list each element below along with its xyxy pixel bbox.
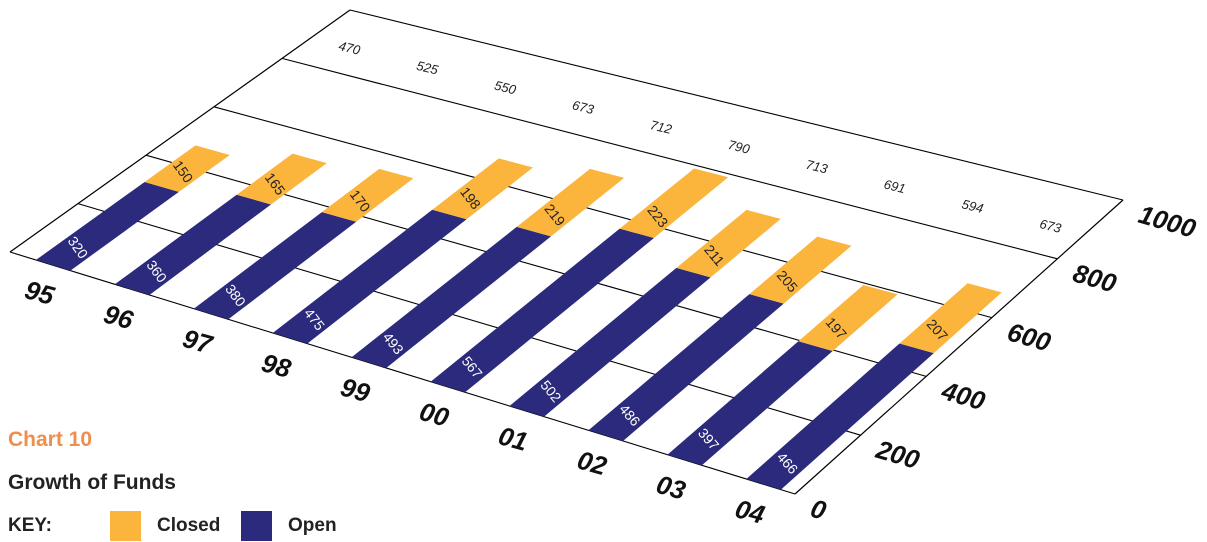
x-tick-label: 00 bbox=[416, 396, 452, 433]
x-tick-label: 96 bbox=[101, 299, 137, 336]
bar-closed bbox=[899, 283, 1002, 354]
left-edge-line bbox=[9, 9, 351, 253]
bar-closed bbox=[619, 168, 729, 238]
bar-closed bbox=[144, 145, 230, 192]
chart-bars: 3201503601653801704751984932195672235022… bbox=[35, 145, 1002, 490]
bar-open bbox=[351, 226, 551, 368]
total-labels: 470 525 550 673 712 790 713 691 594 673 bbox=[337, 38, 1063, 236]
bar-closed bbox=[749, 236, 852, 304]
bar-closed bbox=[432, 158, 533, 220]
legend-key-label: KEY: bbox=[8, 515, 52, 536]
bar-open bbox=[114, 194, 271, 295]
bar-closed bbox=[798, 285, 898, 351]
y-tick-label: 600 bbox=[1004, 317, 1054, 358]
y-tick-label: 1000 bbox=[1135, 199, 1199, 244]
legend-label-open: Open bbox=[288, 515, 337, 536]
x-tick-label: 03 bbox=[653, 469, 689, 506]
y-tick-label: 400 bbox=[938, 375, 989, 416]
gridline bbox=[349, 9, 1124, 201]
chart-title: Growth of Funds bbox=[8, 471, 176, 494]
x-tick-label: 95 bbox=[22, 274, 58, 311]
legend-swatch-closed bbox=[110, 511, 141, 541]
legend-swatch-open bbox=[241, 511, 272, 541]
x-tick-label: 04 bbox=[732, 493, 768, 530]
total-label: 594 bbox=[960, 196, 985, 216]
y-tick-label: 0 bbox=[807, 493, 830, 526]
y-axis-ticks: 0 200 400 600 800 1000 bbox=[807, 199, 1199, 526]
gridline bbox=[213, 106, 992, 319]
total-label: 525 bbox=[415, 58, 440, 78]
bar-closed bbox=[321, 168, 414, 222]
bar-closed bbox=[676, 209, 781, 278]
legend: KEY: Closed Open bbox=[8, 511, 337, 541]
bar-open bbox=[588, 294, 784, 441]
x-tick-label: 98 bbox=[258, 347, 294, 384]
bar-open bbox=[667, 341, 833, 466]
x-tick-label: 02 bbox=[574, 445, 610, 482]
x-tick-label: 01 bbox=[495, 420, 531, 457]
total-label: 790 bbox=[727, 137, 752, 157]
chart-number-label: Chart 10 bbox=[8, 428, 93, 451]
total-label: 673 bbox=[571, 97, 596, 117]
bar-open bbox=[509, 267, 711, 417]
total-label: 673 bbox=[1038, 216, 1063, 236]
gridline bbox=[281, 57, 1058, 260]
bar-open bbox=[35, 182, 179, 271]
x-tick-label: 97 bbox=[180, 323, 217, 360]
bar-open bbox=[193, 212, 357, 320]
bar-open bbox=[430, 228, 654, 393]
bar-open bbox=[272, 209, 467, 344]
x-tick-label: 99 bbox=[337, 372, 373, 409]
right-edge-line bbox=[794, 199, 1124, 495]
total-label: 713 bbox=[804, 157, 829, 177]
bar-open bbox=[746, 343, 934, 490]
y-tick-label: 200 bbox=[872, 434, 923, 475]
legend-label-closed: Closed bbox=[157, 515, 221, 536]
total-label: 550 bbox=[493, 78, 518, 98]
bar-closed bbox=[236, 153, 327, 205]
y-tick-label: 800 bbox=[1070, 258, 1120, 299]
total-label: 691 bbox=[882, 177, 907, 197]
bar-closed bbox=[516, 168, 625, 237]
total-label: 470 bbox=[337, 38, 362, 58]
total-label: 712 bbox=[649, 117, 674, 137]
